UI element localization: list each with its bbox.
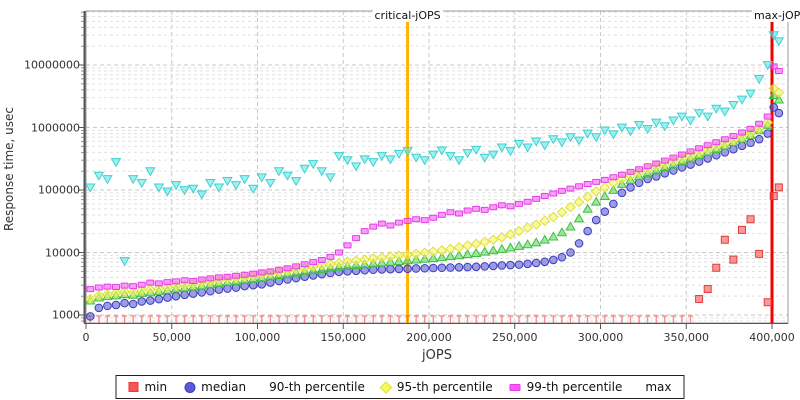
- legend-label: 95-th percentile: [396, 380, 493, 394]
- legend-item-95-th-percentile: 95-th percentile: [379, 380, 493, 394]
- x-tick-label: 350,000: [663, 331, 710, 344]
- x-tick-label: 100,000: [234, 331, 281, 344]
- y-tick-label: 100000: [38, 183, 80, 197]
- series-max: [86, 31, 785, 267]
- y-tick-label: 1000: [52, 308, 80, 322]
- series-95-th-percentile: [86, 83, 785, 305]
- circle-icon: [184, 381, 196, 393]
- x-tick-label: 0: [82, 331, 90, 344]
- x-tick-label: 200,000: [406, 331, 452, 344]
- x-tick-label: 300,000: [577, 331, 624, 344]
- x-tick-label: 50,000: [152, 331, 192, 344]
- series-min: [87, 183, 783, 323]
- legend-item-max: max: [639, 380, 671, 394]
- legend-item-min: min: [128, 380, 167, 394]
- x-tick-label: 150,000: [320, 331, 367, 344]
- legend-item-median: median: [184, 380, 246, 394]
- legend-item-90-th-percentile: 90-th percentile: [263, 380, 365, 394]
- y-tick-label: 10000000: [24, 58, 80, 72]
- y-axis-title: Response time, usec: [2, 106, 16, 232]
- rect-icon: [509, 383, 521, 391]
- x-tick-label: 250,000: [492, 331, 538, 344]
- axis-ticks: [79, 11, 773, 329]
- series-99-th-percentile: [86, 63, 783, 293]
- legend-label: max: [645, 380, 672, 394]
- y-tick-label: 10000: [45, 246, 80, 259]
- x-axis-title: jOPS: [422, 348, 452, 363]
- diamond-icon: [379, 380, 393, 394]
- legend-label: median: [201, 380, 247, 394]
- series-layer: [86, 31, 785, 323]
- legend: min median 90-th percentile 95-th percentil…: [115, 375, 685, 399]
- y-tick-label: 1000000: [31, 121, 80, 134]
- legend-label: 90-th percentile: [269, 380, 365, 394]
- max-jops-label: max-jOPS: [752, 9, 800, 22]
- legend-label: min: [144, 380, 168, 394]
- legend-item-99-th-percentile: 99-th percentile: [509, 380, 623, 394]
- legend-label: 99-th percentile: [526, 380, 623, 394]
- critical-jops-label: critical-jOPS: [372, 9, 443, 22]
- x-tick-label: 400,000: [749, 331, 795, 344]
- square-icon: [128, 382, 139, 392]
